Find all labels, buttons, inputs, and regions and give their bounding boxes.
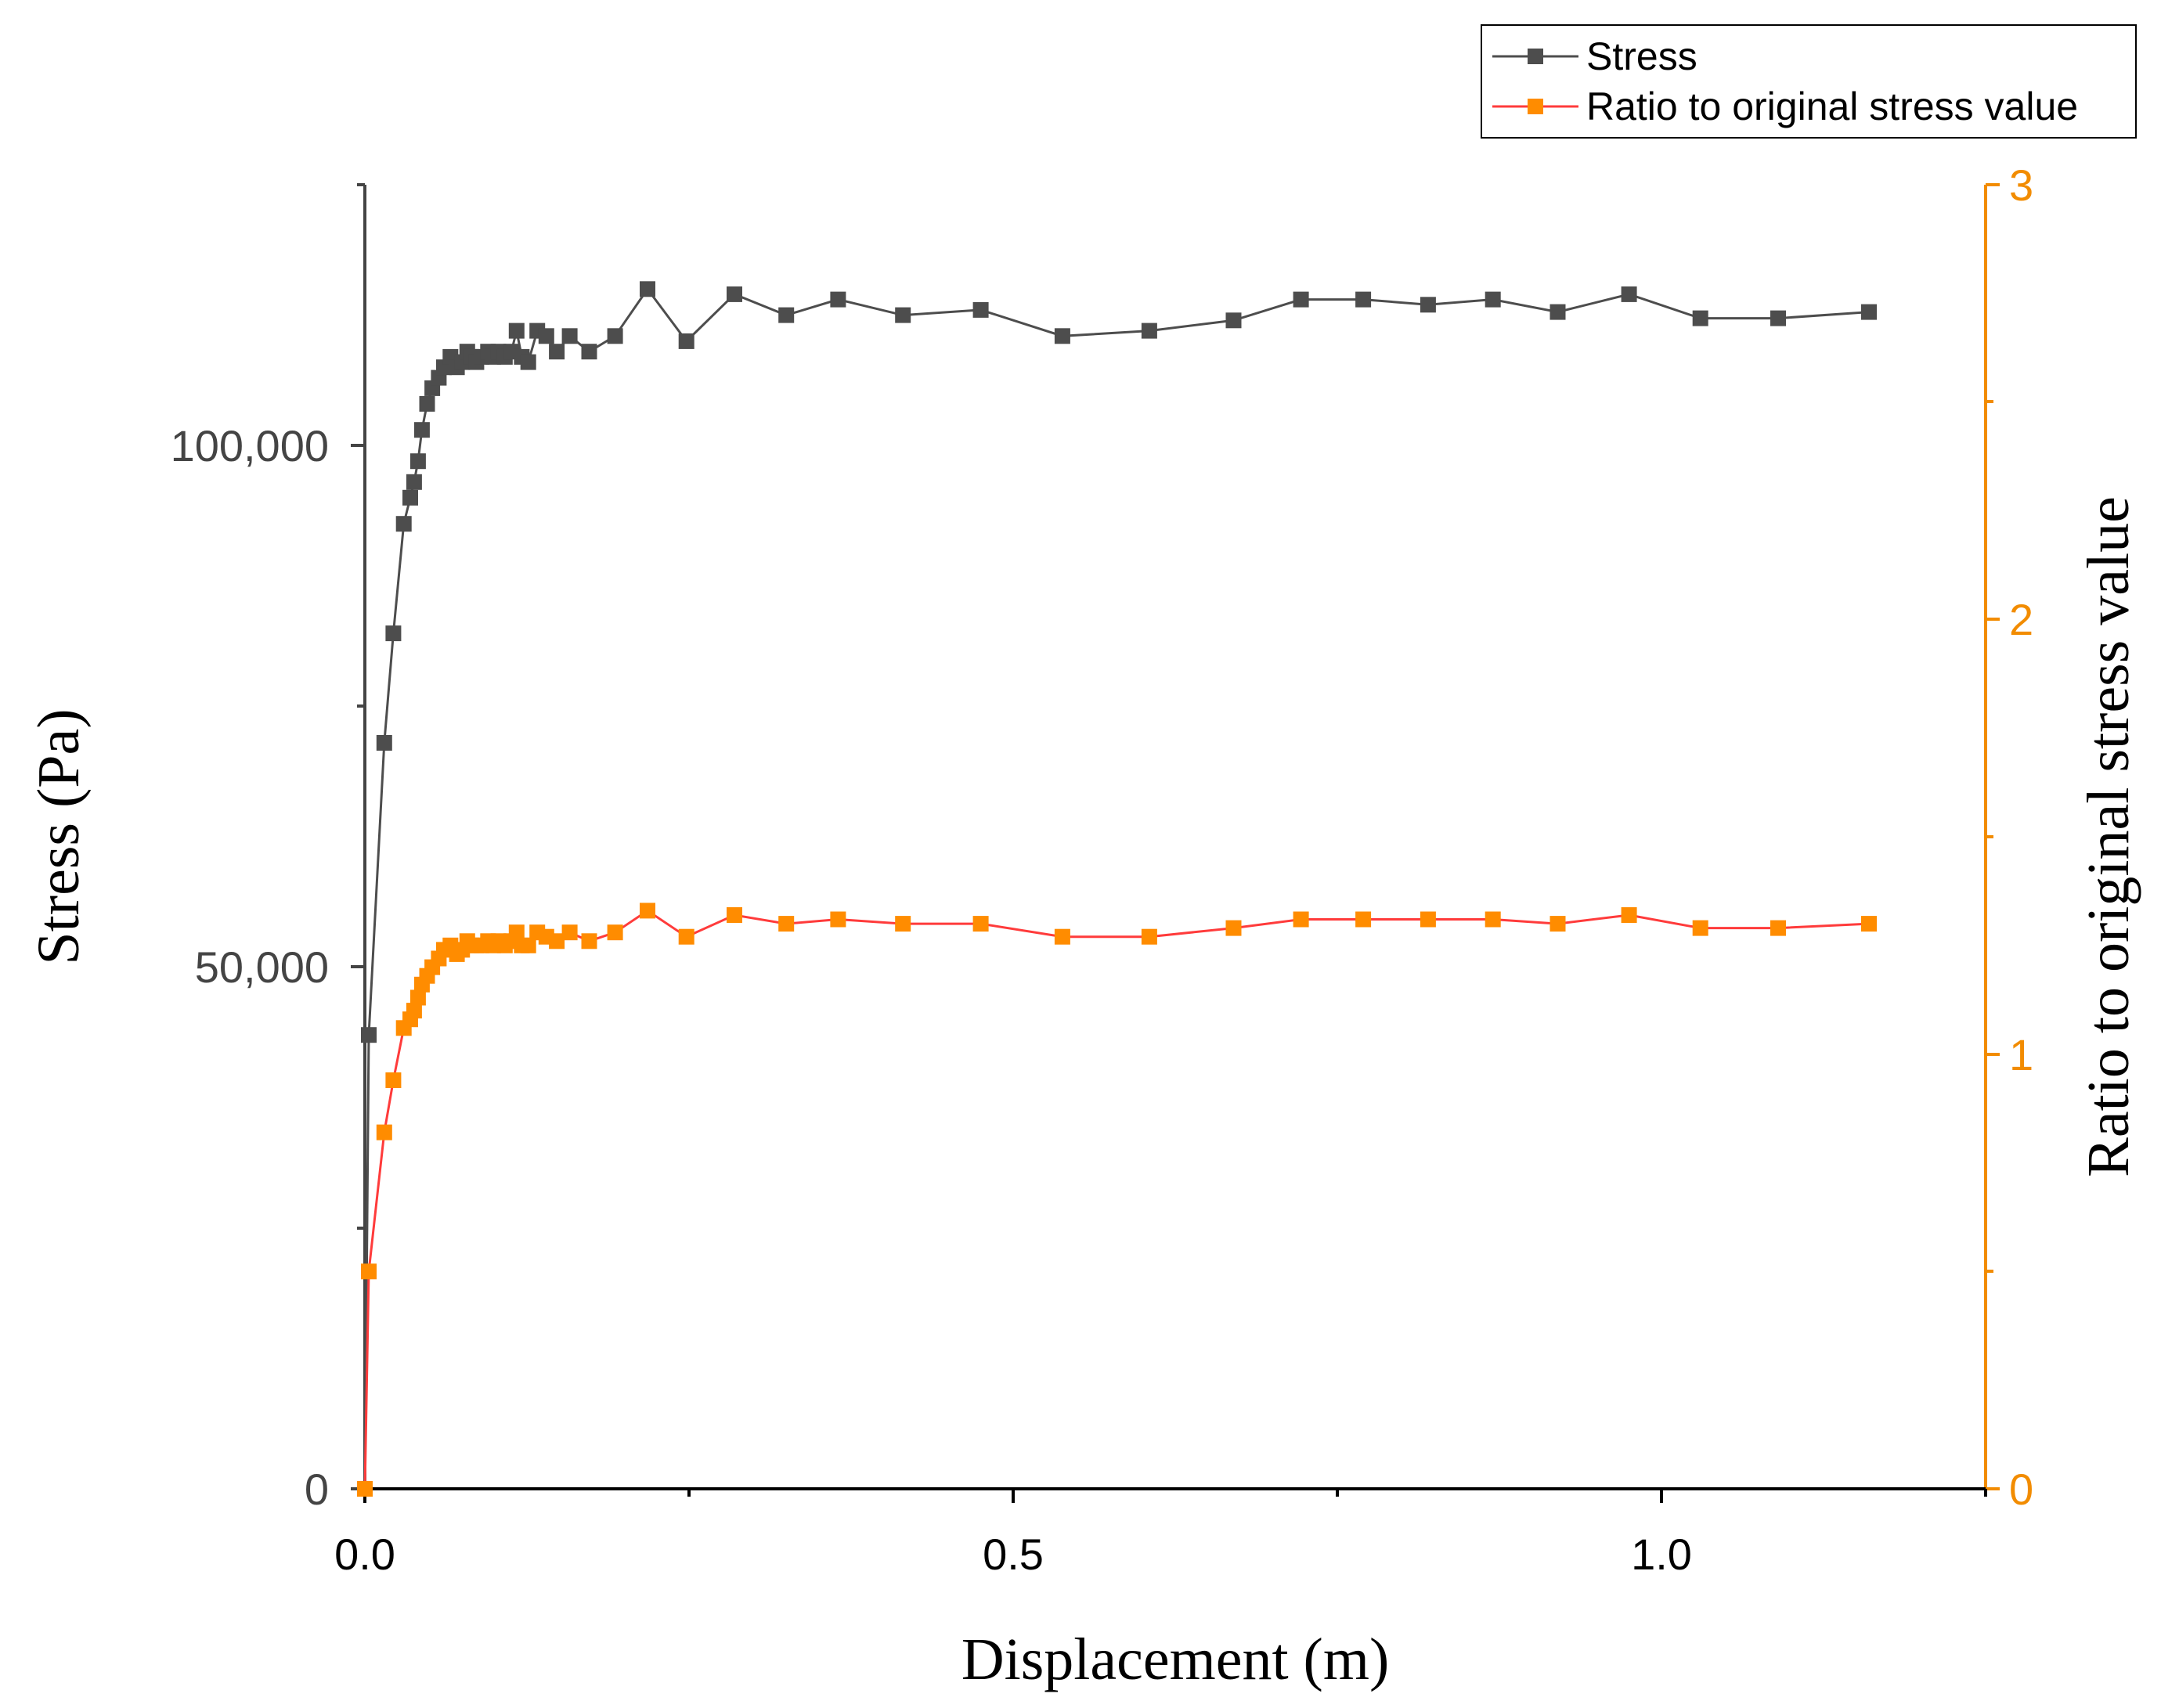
y-axis-title: Stress (Pa) bbox=[26, 708, 92, 964]
left-tick-label: 50,000 bbox=[195, 942, 329, 992]
ratio-point bbox=[520, 937, 536, 953]
stress-point bbox=[1485, 291, 1501, 308]
ratio-point bbox=[678, 928, 694, 945]
bottom-tick-labels: 0.0 0.5 1.0 bbox=[334, 1530, 1692, 1579]
axes bbox=[351, 183, 2000, 1503]
stress-point bbox=[520, 354, 536, 370]
bottom-tick-label: 0.5 bbox=[983, 1530, 1044, 1579]
legend-box bbox=[1481, 24, 2137, 139]
ratio-point bbox=[406, 1003, 422, 1019]
right-tick-labels: 0 1 2 3 bbox=[2009, 160, 2033, 1514]
ratio-point bbox=[361, 1263, 377, 1280]
legend-ratio-marker bbox=[1528, 99, 1543, 114]
right-tick-label: 0 bbox=[2009, 1465, 2033, 1514]
stress-point bbox=[361, 1027, 377, 1043]
legend-ratio-label: Ratio to original stress value bbox=[1586, 85, 2078, 128]
series-stress bbox=[357, 281, 1877, 1497]
ratio-point bbox=[581, 933, 597, 949]
stress-point bbox=[549, 344, 565, 360]
stress-point bbox=[1420, 297, 1436, 313]
ratio-point bbox=[1861, 916, 1877, 932]
ratio-point bbox=[1770, 920, 1786, 936]
stress-point bbox=[419, 395, 435, 412]
stress-line bbox=[363, 286, 1870, 1490]
bottom-tick-label: 0.0 bbox=[334, 1530, 395, 1579]
ratio-point bbox=[1692, 920, 1708, 936]
ratio-point bbox=[1355, 911, 1372, 928]
stress-point bbox=[1692, 310, 1708, 326]
ratio-point bbox=[607, 924, 623, 941]
ratio-point bbox=[357, 1481, 373, 1497]
stress-point bbox=[385, 625, 402, 642]
ratio-point bbox=[409, 989, 426, 1006]
y2-axis-title: Ratio to original stress value bbox=[2076, 496, 2141, 1177]
bottom-tick-label: 1.0 bbox=[1631, 1530, 1692, 1579]
stress-point bbox=[607, 328, 623, 344]
stress-point bbox=[778, 307, 795, 323]
ratio-point bbox=[972, 916, 989, 932]
ratio-point bbox=[561, 924, 578, 941]
stress-point bbox=[1293, 291, 1309, 308]
legend-stress-label: Stress bbox=[1586, 34, 1697, 78]
ratio-point bbox=[1225, 920, 1242, 936]
stress-point bbox=[895, 307, 911, 323]
ratio-point bbox=[1621, 907, 1637, 923]
stress-point bbox=[406, 474, 422, 490]
series-ratio bbox=[357, 903, 1877, 1497]
ratio-point bbox=[1054, 928, 1070, 945]
stress-point bbox=[376, 735, 392, 751]
stress-point bbox=[1549, 304, 1566, 320]
ratio-point bbox=[1141, 928, 1157, 945]
stress-point bbox=[538, 328, 554, 344]
stress-point bbox=[972, 301, 989, 318]
ratio-point bbox=[727, 907, 742, 923]
stress-point bbox=[1054, 328, 1070, 344]
ratio-point bbox=[640, 903, 655, 919]
stress-point bbox=[402, 489, 418, 506]
stress-point bbox=[581, 344, 597, 360]
legend-stress-marker bbox=[1528, 49, 1543, 64]
stress-point bbox=[1141, 323, 1157, 339]
x-axis-title: Displacement (m) bbox=[961, 1627, 1390, 1692]
ratio-point bbox=[1420, 911, 1436, 928]
left-tick-label: 100,000 bbox=[171, 421, 329, 470]
left-tick-label: 0 bbox=[305, 1465, 329, 1514]
ratio-point bbox=[1549, 916, 1566, 932]
stress-point bbox=[508, 323, 525, 339]
stress-point bbox=[561, 328, 578, 344]
left-tick-labels: 0 50,000 100,000 bbox=[171, 421, 329, 1514]
ratio-point bbox=[549, 933, 565, 949]
right-tick-label: 1 bbox=[2009, 1030, 2033, 1079]
ratio-point bbox=[376, 1124, 392, 1140]
ratio-point bbox=[1293, 911, 1309, 928]
stress-point bbox=[1621, 286, 1637, 302]
ratio-point bbox=[508, 924, 525, 941]
ratio-point bbox=[1485, 911, 1501, 928]
stress-point bbox=[1770, 310, 1786, 326]
stress-point bbox=[1861, 304, 1877, 320]
ratio-point bbox=[895, 916, 911, 932]
right-tick-label: 3 bbox=[2009, 160, 2033, 210]
stress-point bbox=[1225, 312, 1242, 329]
stress-point bbox=[413, 422, 430, 438]
stress-point bbox=[640, 281, 655, 297]
stress-point bbox=[678, 333, 694, 349]
ratio-line bbox=[363, 909, 1870, 1490]
ratio-point bbox=[830, 911, 846, 928]
stress-point bbox=[395, 516, 412, 532]
right-tick-label: 2 bbox=[2009, 595, 2033, 644]
ratio-point bbox=[778, 916, 795, 932]
ratio-point bbox=[385, 1072, 402, 1088]
legend: Stress Ratio to original stress value bbox=[1481, 24, 2137, 139]
stress-point bbox=[830, 291, 846, 308]
stress-point bbox=[727, 286, 742, 302]
stress-point bbox=[409, 453, 426, 470]
stress-point bbox=[1355, 291, 1372, 308]
